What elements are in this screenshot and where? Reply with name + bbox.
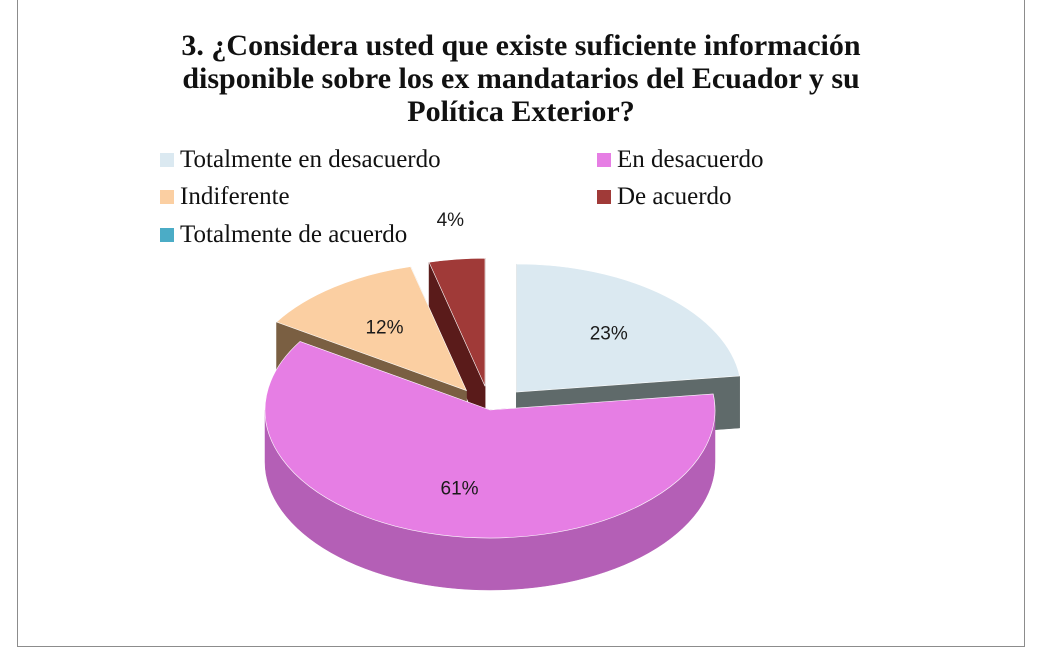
pie-label-de-acuerdo: 4%: [437, 210, 465, 231]
legend-item-de-acuerdo: De acuerdo: [597, 183, 732, 211]
pie-label-totalmente-en-desacuerdo: 23%: [590, 323, 628, 344]
legend-item-totalmente-de-acuerdo: Totalmente de acuerdo: [160, 221, 407, 249]
pie-labels: 23% 61% 12% 4%: [365, 210, 627, 499]
pie-slice-en-desacuerdo: [264, 341, 716, 539]
legend-label-totalmente-de-acuerdo: Totalmente de acuerdo: [180, 221, 408, 248]
legend-swatch-totalmente-en-desacuerdo: [160, 153, 174, 167]
pie-slice-indiferente: [275, 266, 468, 392]
legend-item-en-desacuerdo: En desacuerdo: [597, 146, 763, 174]
legend-label-totalmente-en-desacuerdo: Totalmente en desacuerdo: [180, 146, 441, 173]
legend-item-indiferente: Indiferente: [160, 183, 290, 211]
legend-label-indiferente: Indiferente: [180, 183, 290, 210]
chart-legend: Totalmente en desacuerdo En desacuerdo I…: [160, 146, 860, 256]
chart-title: 3. ¿Considera usted que existe suficient…: [0, 29, 1042, 128]
legend-label-en-desacuerdo: En desacuerdo: [617, 146, 764, 173]
pie-slice-de-acuerdo: [428, 257, 486, 387]
pie-label-indiferente: 12%: [365, 317, 403, 338]
legend-item-totalmente-en-desacuerdo: Totalmente en desacuerdo: [160, 146, 441, 174]
pie-tops: [264, 257, 741, 539]
legend-label-de-acuerdo: De acuerdo: [617, 183, 732, 210]
legend-swatch-indiferente: [160, 190, 174, 204]
chart-title-line-3: Política Exterior?: [407, 95, 635, 128]
chart-title-line-1: 3. ¿Considera usted que existe suficient…: [181, 29, 861, 62]
legend-swatch-totalmente-de-acuerdo: [160, 228, 174, 242]
legend-swatch-de-acuerdo: [597, 190, 611, 204]
legend-swatch-en-desacuerdo: [597, 153, 611, 167]
pie-slice-totalmente-en-desacuerdo: [516, 263, 741, 393]
chart-title-line-2: disponible sobre los ex mandatarios del …: [182, 62, 860, 95]
pie-label-en-desacuerdo: 61%: [441, 478, 479, 499]
